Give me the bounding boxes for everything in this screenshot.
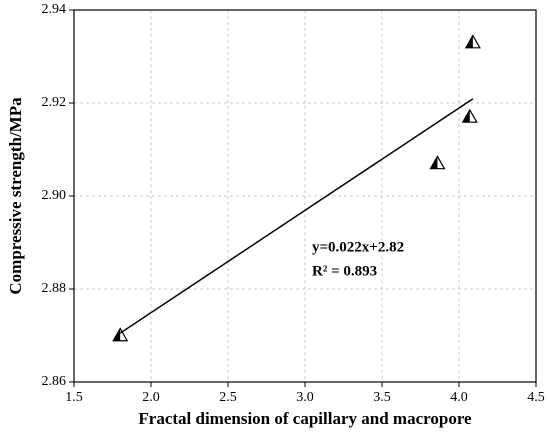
marker — [112, 327, 129, 342]
x-tick-label: 3.0 — [296, 390, 314, 405]
marker — [464, 34, 481, 49]
marker — [429, 155, 446, 170]
marker-outline — [464, 34, 481, 49]
r-squared: R² = 0.893 — [312, 263, 377, 279]
y-tick-label: 2.90 — [42, 188, 67, 203]
y-tick-label: 2.92 — [42, 95, 67, 110]
x-tick-label: 1.5 — [65, 390, 83, 405]
y-tick-label: 2.94 — [42, 2, 67, 17]
marker — [461, 108, 478, 123]
x-tick-label: 4.0 — [450, 390, 468, 405]
y-axis-label: Compressive strength/MPa — [6, 97, 25, 295]
x-tick-label: 4.5 — [527, 390, 545, 405]
x-tick-label: 2.0 — [142, 390, 160, 405]
y-tick-label: 2.86 — [42, 374, 67, 389]
plot-frame — [73, 9, 537, 383]
fit-equation: y=0.022x+2.82 — [312, 239, 404, 255]
fit-line — [119, 98, 474, 334]
marker-outline — [461, 108, 478, 123]
x-axis-label: Fractal dimension of capillary and macro… — [138, 409, 472, 428]
marker-outline — [429, 155, 446, 170]
x-tick-label: 3.5 — [373, 390, 391, 405]
x-tick-label: 2.5 — [219, 390, 237, 405]
marker-outline — [112, 327, 129, 342]
y-tick-label: 2.88 — [42, 281, 67, 296]
